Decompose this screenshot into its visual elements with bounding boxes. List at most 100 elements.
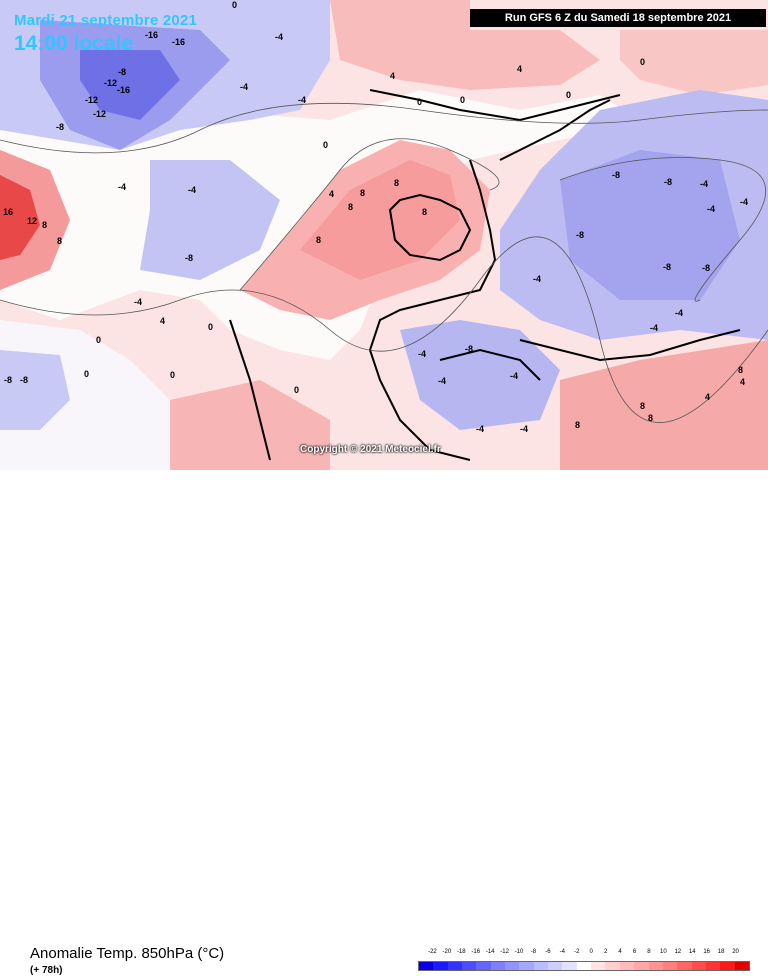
label: -8 [702,263,710,273]
scale-tick-label: -16 [471,949,481,955]
cold-anomaly-mid-atlantic [140,160,280,280]
scale-cell [462,962,477,970]
label: -4 [438,376,446,386]
label: -4 [118,182,126,192]
cold-anomaly-greenland-core [80,50,180,120]
label: 8 [422,207,427,217]
label: -8 [465,344,473,354]
label: -4 [188,185,196,195]
map-canvas: -16 -16 -12 -16 -12 -12 -8 -4 -4 -4 -8 -… [0,0,768,470]
scale-cell [691,962,706,970]
cold-anomaly-europe-core [560,150,740,300]
label: 0 [96,335,101,345]
label: 0 [208,322,213,332]
label: 8 [316,235,321,245]
label: 0 [232,0,237,10]
cold-anomaly-southwest [0,350,70,430]
warm-anomaly-north [330,0,600,90]
warm-anomaly-atlantic-core [300,160,460,280]
label: 4 [390,71,395,81]
label: 16 [3,207,13,217]
scale-cell [505,962,520,970]
scale-cell [576,962,592,970]
scale-cell [648,962,663,970]
warm-anomaly-west-core [0,175,40,260]
label: -8 [20,375,28,385]
label: 0 [84,369,89,379]
label: 8 [42,220,47,230]
label: -4 [533,274,541,284]
scale-tick-label: 20 [732,949,739,955]
label: -4 [134,297,142,307]
coastlines [229,89,741,461]
scale-cell [548,962,563,970]
scale-cell [476,962,491,970]
warm-anomaly-south [170,380,330,470]
scale-tick-label: -6 [545,949,551,955]
scale-cell [720,962,735,970]
color-scale: -22 -20 -18 -16 -14 -12 -10 -8 -6 -4 -2 0 2 4 6 8 10 12 14… [418,949,750,975]
label: -8 [118,67,126,77]
label: 8 [575,420,580,430]
label: 8 [640,401,645,411]
warm-anomaly-northeast [620,30,768,95]
label: 4 [160,316,165,326]
scale-cell [562,962,577,970]
scale-bar [418,961,750,971]
scale-cell [490,962,506,970]
scale-cell [433,962,448,970]
scale-tick-label: -14 [485,949,495,955]
chart-title: Anomalie Temp. 850hPa (°C) [30,945,225,962]
scale-cell [533,962,549,970]
label: 8 [648,413,653,423]
scale-cell [662,962,678,970]
label: -8 [185,253,193,263]
label: -16 [145,30,158,40]
scale-cell [634,962,649,970]
label: 4 [329,189,334,199]
scale-tick-label: -18 [456,949,466,955]
label: 0 [323,140,328,150]
label: -8 [4,375,12,385]
label: -8 [56,122,64,132]
lead-time: (+ 78h) [30,965,63,976]
label: -4 [675,308,683,318]
label: -4 [476,424,484,434]
label: 0 [294,385,299,395]
label: -8 [576,230,584,240]
valid-time: 14:00 locale [14,32,134,55]
label: 8 [360,188,365,198]
label: -8 [663,262,671,272]
label: -4 [510,371,518,381]
scale-tick-label: -8 [530,949,537,955]
scale-tick-label: 12 [674,949,682,955]
scale-tick-label: -20 [442,949,452,955]
contour-lines [0,102,768,423]
label: -4 [520,424,528,434]
scale-tick-label: 10 [660,949,667,955]
scale-tick-label: 16 [703,949,711,955]
scale-tick-label: 4 [618,949,622,955]
label: 8 [57,236,62,246]
run-info: Run GFS 6 Z du Samedi 18 septembre 2021 [470,9,766,27]
warm-anomaly-southeast [560,340,768,470]
label: 4 [705,392,710,402]
scale-tick-label: 2 [603,949,608,955]
label: -4 [418,349,426,359]
scale-cell [447,962,463,970]
label: -4 [707,204,715,214]
label: -4 [650,323,658,333]
label: -4 [700,179,708,189]
label: -16 [117,85,130,95]
scale-cell [619,962,635,970]
scale-cell [519,962,534,970]
label: -4 [740,197,748,207]
label: 4 [517,64,522,74]
scale-tick-label: -22 [428,949,437,955]
label: 8 [394,178,399,188]
label: 0 [417,97,422,107]
label: 4 [740,377,745,387]
scale-tick-label: -4 [559,949,566,955]
scale-tick-label: 0 [589,949,593,955]
anomaly-map: -16 -16 -12 -16 -12 -12 -8 -4 -4 -4 -8 -… [0,0,768,470]
